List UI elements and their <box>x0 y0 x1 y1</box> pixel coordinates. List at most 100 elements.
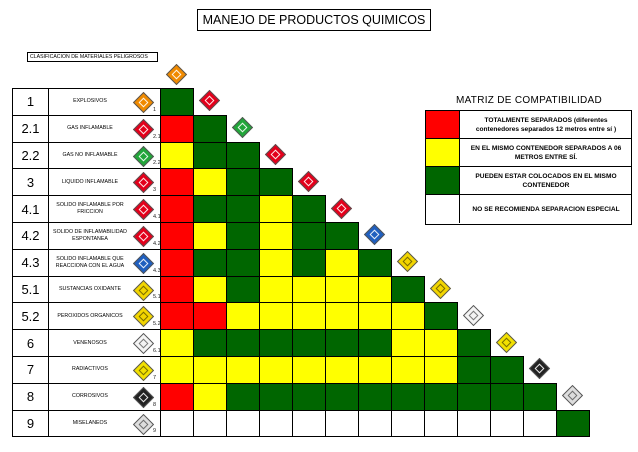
matrix-cell <box>259 382 293 411</box>
matrix-cell <box>490 356 524 384</box>
organic-peroxide-diamond-icon <box>132 306 155 328</box>
class-code: 6.1 <box>153 347 161 354</box>
diamond-inner-border <box>303 176 313 187</box>
matrix-cell <box>391 275 425 304</box>
matrix-cell <box>259 195 293 223</box>
legend-row: NO SE RECOMIENDA SEPARACION ESPECIAL <box>426 195 631 223</box>
matrix-cell <box>160 356 194 384</box>
class-name: PEROXIDOS ORGANICOS <box>57 312 123 319</box>
hazard-class-row: 3 LIQUIDO INFLAMABLE 3 <box>12 168 161 197</box>
matrix-cell <box>292 329 326 357</box>
matrix-cell <box>391 409 425 438</box>
flammable-solid-diamond-icon <box>297 170 319 192</box>
explosive-diamond-icon <box>165 63 187 85</box>
diamond-inner-border <box>138 419 149 430</box>
diamond-inner-border <box>138 97 149 108</box>
hazard-class-row: 5.1 SUSTANCIAS OXIDANTE 5.1 <box>12 275 161 304</box>
class-code: 5.1 <box>153 294 161 301</box>
matrix-cell <box>391 329 425 357</box>
hazard-class-row: 2.1 GAS INFLAMABLE 2.1 <box>12 114 161 143</box>
diamond-inner-border <box>435 283 445 294</box>
legend-text: NO SE RECOMIENDA SEPARACION ESPECIAL <box>472 205 620 213</box>
class-number: 4.2 <box>13 223 49 249</box>
class-name: CORROSIVOS <box>72 393 108 400</box>
matrix-cell <box>226 302 260 331</box>
hazard-class-row: 5.2 PEROXIDOS ORGANICOS 5.2 <box>12 302 161 331</box>
matrix-cell <box>259 275 293 304</box>
matrix-cell <box>193 168 227 197</box>
matrix-cell <box>226 382 260 411</box>
matrix-cell <box>193 114 227 143</box>
matrix-cell <box>160 382 194 411</box>
matrix-cell <box>226 329 260 357</box>
class-code: 5.2 <box>153 321 161 328</box>
matrix-cell <box>424 329 458 357</box>
class-code: 4.1 <box>153 213 161 220</box>
diamond-inner-border <box>138 177 149 188</box>
class-name: RADIACTIVOS <box>72 366 108 373</box>
dangerous-when-wet-diamond-icon <box>132 252 155 274</box>
radioactive-diamond-icon <box>132 359 155 382</box>
matrix-cell <box>424 382 458 411</box>
hazard-class-row: 8 CORROSIVOS 8 <box>12 382 161 411</box>
matrix-cell <box>259 168 293 197</box>
class-code: 2.1 <box>153 133 161 140</box>
diamond-inner-border <box>336 203 346 214</box>
matrix-cell <box>259 356 293 384</box>
matrix-cell <box>292 409 326 438</box>
matrix-cell <box>424 356 458 384</box>
matrix-cell <box>226 248 260 277</box>
class-number: 6 <box>13 330 49 356</box>
class-number: 9 <box>13 410 49 437</box>
class-code: 2.2 <box>153 160 161 167</box>
matrix-cell <box>226 141 260 170</box>
matrix-cell <box>490 409 524 438</box>
class-number: 5.2 <box>13 303 49 330</box>
matrix-cell <box>457 356 491 384</box>
matrix-cell <box>193 409 227 438</box>
matrix-cell <box>358 382 392 411</box>
legend-row: EN EL MISMO CONTENEDOR SEPARADOS A 06 ME… <box>426 139 631 167</box>
class-code: 9 <box>153 428 157 435</box>
flammable-gas-diamond-icon <box>132 118 155 140</box>
class-number: 2.2 <box>13 142 49 169</box>
matrix-cell <box>358 329 392 357</box>
diamond-inner-border <box>369 229 379 240</box>
class-number: 4.3 <box>13 249 49 276</box>
matrix-cell <box>391 302 425 331</box>
matrix-cell <box>160 195 194 223</box>
matrix-cell <box>193 141 227 170</box>
legend-swatch <box>426 139 460 166</box>
miscellaneous-diamond-icon <box>132 413 155 435</box>
matrix-cell <box>259 302 293 331</box>
oxidizer-diamond-icon <box>396 251 418 273</box>
class-name: SUSTANCIAS OXIDANTE <box>58 285 121 292</box>
class-name: GAS NO INFLAMABLE <box>62 151 118 158</box>
matrix-cell <box>358 302 392 331</box>
oxidizer-diamond-icon <box>132 279 155 301</box>
matrix-cell <box>325 409 359 438</box>
matrix-cell <box>193 329 227 357</box>
matrix-cell <box>457 409 491 438</box>
matrix-cell <box>391 382 425 411</box>
matrix-cell <box>292 248 326 277</box>
legend-swatch <box>426 167 460 194</box>
matrix-cell <box>292 275 326 304</box>
matrix-cell <box>292 382 326 411</box>
matrix-cell <box>226 409 260 438</box>
diamond-inner-border <box>138 151 149 162</box>
matrix-cell <box>292 356 326 384</box>
matrix-cell <box>160 248 194 277</box>
class-name: GAS INFLAMABLE <box>67 125 113 132</box>
diamond-inner-border <box>501 337 511 348</box>
hazard-class-row: 7 RADIACTIVOS 7 <box>12 356 161 384</box>
matrix-cell <box>259 409 293 438</box>
diamond-inner-border <box>468 310 478 321</box>
legend-text: PUEDEN ESTAR COLOCADOS EN EL MISMO CONTE… <box>475 172 617 189</box>
dangerous-when-wet-diamond-icon <box>363 224 385 246</box>
matrix-cell <box>193 195 227 223</box>
matrix-cell <box>490 382 524 411</box>
matrix-cell <box>325 302 359 331</box>
matrix-cell <box>160 88 194 116</box>
explosive-diamond-icon <box>132 91 155 114</box>
